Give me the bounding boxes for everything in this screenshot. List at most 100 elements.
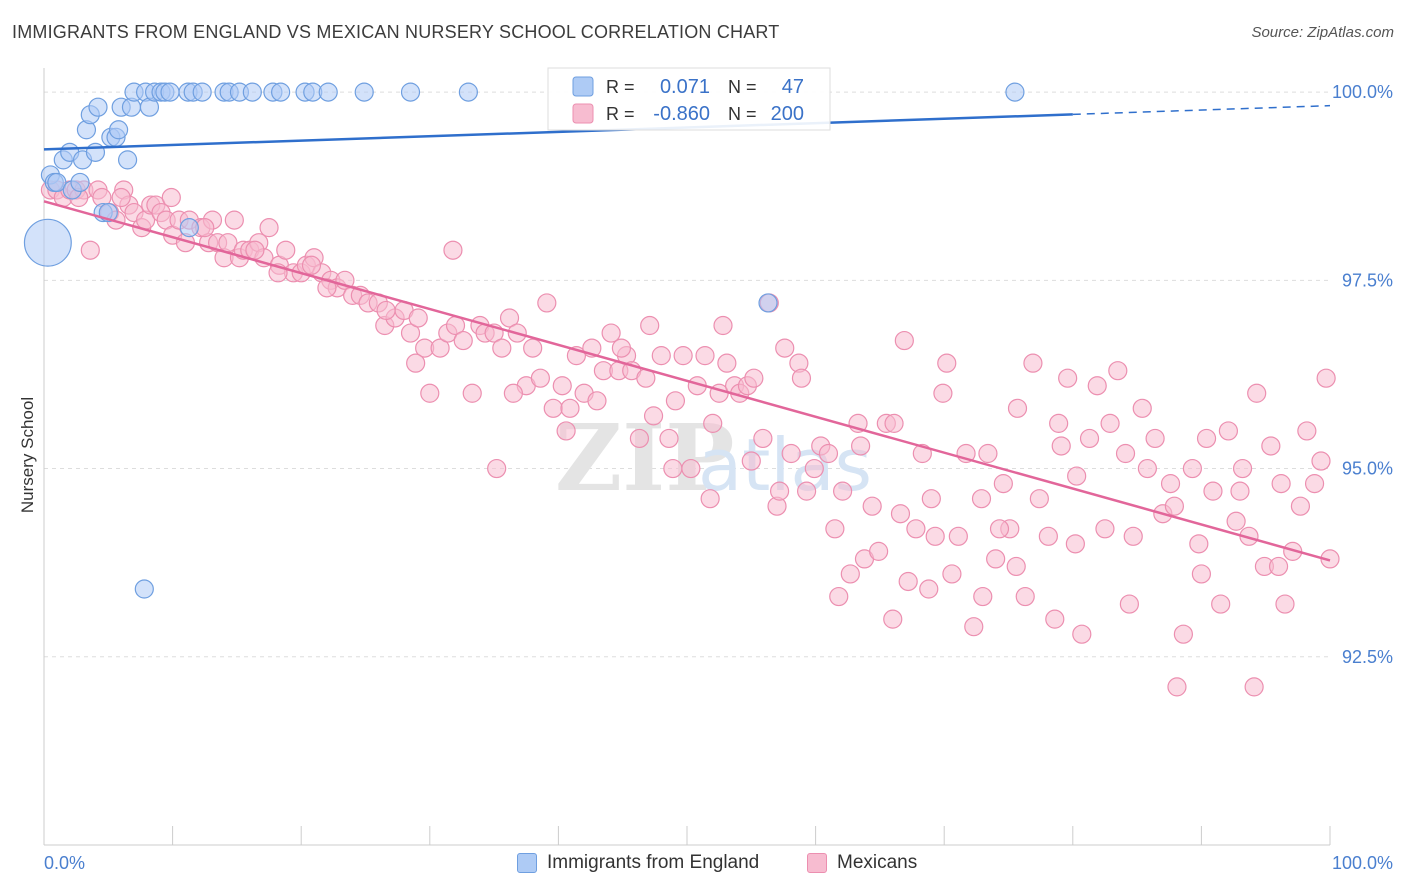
series-mexicans-points (40, 180, 1340, 697)
england-point (179, 218, 199, 238)
axes (43, 68, 1331, 846)
legend-r-value-2: -0.860 (653, 103, 710, 125)
mexicans-point (503, 383, 523, 403)
england-point (108, 120, 129, 140)
legend-swatch-mexicans (572, 103, 594, 124)
mexicans-point (703, 413, 723, 433)
mexicans-point (276, 240, 296, 260)
mexicans-point (560, 398, 580, 418)
mexicans-point (1191, 564, 1212, 584)
mexicans-point (1123, 526, 1143, 546)
mexicans-point (791, 368, 812, 388)
mexicans-point (1045, 609, 1065, 629)
mexicans-point (741, 451, 761, 471)
legend-item-england: Immigrants from England (517, 852, 759, 874)
mexicans-point (651, 346, 671, 366)
england-point (88, 97, 108, 117)
legend-item-mexicans: Mexicans (807, 852, 917, 874)
y-tick-label-2: 95.0% (1342, 459, 1393, 479)
mexicans-point (989, 519, 1010, 539)
mexicans-point (1137, 458, 1157, 479)
legend-label-england: Immigrants from England (547, 852, 760, 873)
mexicans-point (869, 541, 889, 561)
mexicans-point (430, 338, 450, 358)
mexicans-point (420, 383, 440, 403)
mexicans-point (744, 368, 764, 388)
mexicans-point (775, 338, 795, 358)
mexicans-point (971, 489, 992, 509)
england-point (70, 172, 90, 193)
mexicans-point (659, 428, 679, 449)
watermark: ZIP atlas (555, 404, 872, 512)
mexicans-point (1189, 534, 1209, 554)
mexicans-point (898, 571, 918, 592)
mexicans-point (781, 443, 801, 464)
mexicans-point (1268, 556, 1289, 577)
mexicans-point (717, 353, 737, 373)
series-england-points (23, 82, 1025, 599)
mexicans-point (862, 496, 882, 516)
mexicans-point (1067, 466, 1087, 486)
mexicans-point (933, 383, 953, 403)
mexicans-point (611, 338, 632, 358)
mexicans-point (1182, 458, 1202, 479)
y-tick-label-1: 97.5% (1342, 270, 1393, 290)
mexicans-point (1311, 451, 1331, 471)
legend-n-label-1: N = (728, 77, 757, 97)
mexicans-point (443, 240, 463, 260)
england-point (458, 82, 478, 102)
chart-title: IMMIGRANTS FROM ENGLAND VS MEXICAN NURSE… (12, 22, 780, 42)
england-point (160, 82, 180, 102)
mexicans-point (978, 443, 998, 464)
england-point (85, 142, 106, 162)
mexicans-point (1006, 556, 1026, 577)
mexicans-trend-line (43, 200, 1331, 562)
mexicans-point (818, 443, 839, 464)
mexicans-point (1173, 624, 1193, 644)
bottom-legend: Immigrants from England Mexicans (0, 850, 1406, 880)
source-label: Source: ZipAtlas.com (1251, 24, 1394, 41)
mexicans-point (537, 293, 557, 313)
mexicans-point (1247, 383, 1267, 403)
mexicans-point (673, 346, 693, 366)
mexicans-point (259, 218, 279, 238)
england-point (758, 293, 778, 313)
legend-r-label-1: R = (606, 77, 635, 97)
stats-legend: R = 0.071 N = 47 R = -0.860 N = 200 (547, 67, 831, 131)
mexicans-point (700, 489, 720, 509)
mexicans-point (640, 315, 660, 336)
mexicans-point (643, 406, 664, 426)
mexicans-point (964, 617, 984, 637)
mexicans-point (601, 323, 621, 343)
legend-n-value-2: 200 (771, 103, 804, 125)
mexicans-point (753, 428, 773, 449)
mexicans-point (301, 255, 322, 275)
mexicans-point (925, 526, 945, 546)
england-point (47, 172, 67, 193)
y-axis-label: Nursery School (18, 397, 37, 513)
mexicans-point (1079, 428, 1100, 449)
mexicans-point (408, 308, 428, 328)
mexicans-point (833, 481, 853, 501)
y-tick-label-3: 92.5% (1342, 647, 1393, 667)
mexicans-point (462, 383, 482, 403)
england-point (192, 82, 212, 102)
mexicans-point (1132, 398, 1152, 418)
x-tick-label-left: 0.0% (44, 853, 85, 873)
mexicans-point (804, 458, 824, 479)
mexicans-point (1244, 677, 1264, 697)
mexicans-point (1290, 496, 1311, 516)
mexicans-point (1232, 458, 1253, 479)
mexicans-point (948, 526, 968, 546)
mexicans-point (1304, 474, 1325, 494)
mexicans-point (1023, 353, 1043, 373)
england-point (134, 579, 154, 599)
mexicans-point (1029, 489, 1049, 509)
mexicans-point (840, 564, 860, 584)
mexicans-point (487, 458, 507, 479)
mexicans-point (942, 564, 962, 584)
mexicans-point (883, 609, 903, 629)
legend-n-value-1: 47 (782, 76, 804, 98)
mexicans-point (1007, 398, 1028, 418)
